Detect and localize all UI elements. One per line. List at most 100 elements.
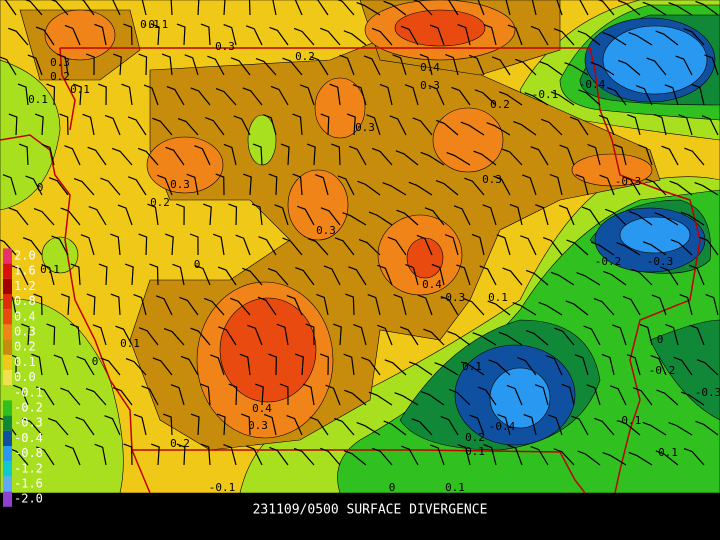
wind-barb xyxy=(157,174,173,196)
wind-barb xyxy=(571,415,589,436)
wind-barb xyxy=(251,203,263,226)
wind-barb xyxy=(524,92,549,106)
contour-label: 0.4 xyxy=(420,61,440,74)
wind-barb xyxy=(695,420,719,436)
border xyxy=(614,239,701,494)
wind-barb xyxy=(2,174,17,196)
wind-barb xyxy=(638,144,653,166)
contour-label: 0 xyxy=(194,258,201,271)
wind-barb xyxy=(329,83,341,106)
wind-barb xyxy=(190,87,211,106)
wind-barb xyxy=(578,89,601,106)
wind-barb xyxy=(704,54,719,76)
wind-barb xyxy=(569,116,589,136)
wind-barb xyxy=(8,27,29,46)
wind-barb xyxy=(384,359,407,376)
wind-barb xyxy=(337,175,355,196)
wind-barb xyxy=(468,54,485,76)
wind-barb xyxy=(472,332,497,346)
wind-barb xyxy=(268,353,277,376)
wind-barb xyxy=(293,447,315,466)
contour-label: 0.1 xyxy=(70,83,90,96)
divergence-field xyxy=(0,0,720,494)
wind-barb xyxy=(565,300,589,316)
contour-label: 0 xyxy=(92,355,99,368)
wind-barb xyxy=(274,204,289,226)
wind-barb xyxy=(525,329,549,346)
wind-barb xyxy=(577,450,601,466)
wind-barb xyxy=(377,264,393,286)
wind-barb xyxy=(539,60,563,76)
wind-barb xyxy=(295,266,315,286)
wind-barb xyxy=(255,383,264,406)
legend-label: 0.1 xyxy=(14,355,36,369)
wind-barb xyxy=(547,414,563,436)
wind-barb xyxy=(389,115,407,136)
wind-barb xyxy=(143,84,159,106)
wind-barb xyxy=(701,115,719,136)
wind-barb xyxy=(70,323,81,346)
wind-barb xyxy=(73,83,82,106)
wind-barb xyxy=(228,383,238,406)
wind-barb xyxy=(310,56,329,76)
wind-barb xyxy=(691,83,705,106)
wind-barb xyxy=(363,55,381,76)
wind-barb xyxy=(242,173,252,196)
wind-barb xyxy=(268,173,278,196)
wind-barb xyxy=(689,324,705,346)
wind-barb xyxy=(33,208,55,226)
wind-barb xyxy=(258,236,277,256)
wind-barb xyxy=(513,120,537,136)
wind-barb xyxy=(650,354,667,376)
wind-barb xyxy=(655,30,679,46)
border xyxy=(0,134,151,494)
wind-barb xyxy=(292,173,303,196)
wind-barb xyxy=(331,143,341,166)
wind-barb xyxy=(429,24,445,46)
wind-barb xyxy=(597,0,615,16)
wind-barb xyxy=(223,444,237,466)
wind-barb xyxy=(320,207,341,226)
wind-barb xyxy=(549,173,563,196)
legend-label: -0.3 xyxy=(14,416,43,430)
wind-barb xyxy=(323,265,341,286)
wind-barb xyxy=(165,146,185,166)
wind-barb xyxy=(491,56,511,76)
wind-barb xyxy=(559,144,575,166)
wind-barb xyxy=(111,147,133,166)
wind-barb xyxy=(8,207,29,226)
wind-barb xyxy=(530,25,549,46)
wind-barb xyxy=(383,420,407,436)
legend-swatch xyxy=(3,324,12,340)
wind-barb xyxy=(190,327,211,346)
wind-barb xyxy=(575,174,589,196)
wind-barb xyxy=(128,176,147,196)
legend-swatch xyxy=(3,430,12,446)
wind-barb xyxy=(653,113,667,136)
wind-barb xyxy=(509,203,523,226)
wind-barb xyxy=(540,118,563,136)
legend-swatch xyxy=(3,339,12,355)
wind-barb xyxy=(387,236,407,256)
contour-label: 0.3 xyxy=(50,56,70,69)
contour-label: -0.1 xyxy=(615,414,642,427)
contour-label: 0.4 xyxy=(252,402,272,415)
wind-barb xyxy=(170,384,185,406)
wind-barb xyxy=(346,113,356,136)
wind-barb xyxy=(302,383,315,406)
wind-barb xyxy=(705,293,719,316)
wind-barb xyxy=(356,421,381,436)
wind-barb xyxy=(235,234,251,256)
wind-barb xyxy=(535,204,549,226)
contour-label: 0.1 xyxy=(28,93,48,106)
wind-barb xyxy=(113,53,122,76)
wind-barb xyxy=(609,385,627,406)
color-legend: 2.01.61.20.80.40.30.20.10.0-0.1-0.2-0.3-… xyxy=(3,248,43,507)
contour-label: 0.1 xyxy=(40,263,60,276)
wind-barb xyxy=(333,323,342,346)
wind-barb xyxy=(203,203,212,226)
wind-barb xyxy=(412,0,433,16)
contour-label: 0.1 xyxy=(488,291,508,304)
wind-barb xyxy=(112,387,133,406)
legend-swatch xyxy=(3,248,12,264)
